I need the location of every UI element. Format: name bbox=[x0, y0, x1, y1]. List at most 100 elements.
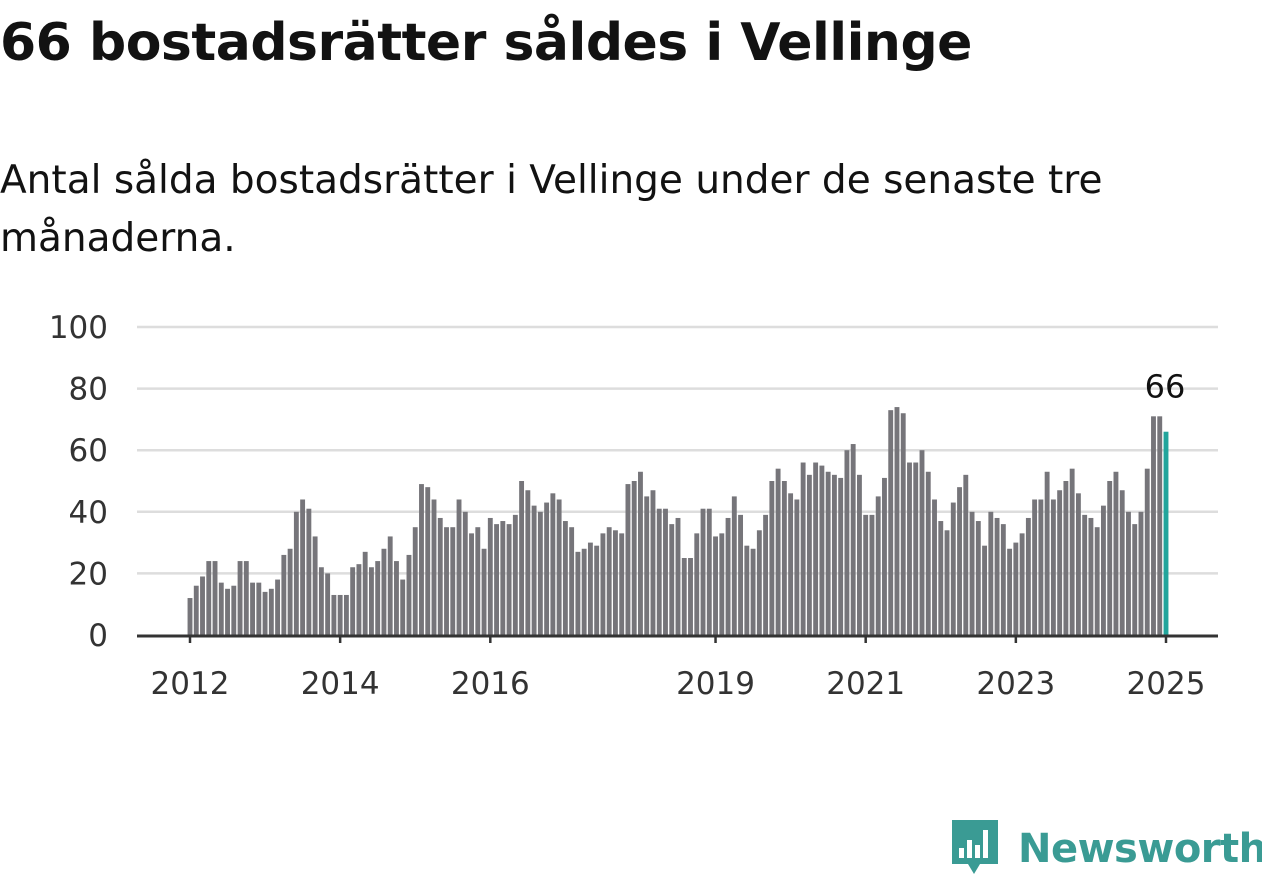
bar bbox=[800, 462, 806, 635]
bar bbox=[406, 554, 412, 635]
bar bbox=[719, 533, 725, 635]
bar bbox=[243, 561, 249, 635]
bar bbox=[462, 511, 468, 635]
bar bbox=[1082, 514, 1088, 635]
bar bbox=[287, 548, 293, 635]
bar bbox=[750, 548, 756, 635]
bar bbox=[325, 573, 331, 635]
bar bbox=[725, 517, 731, 635]
bar bbox=[469, 533, 474, 635]
bar bbox=[350, 567, 356, 635]
bar bbox=[381, 548, 387, 635]
bar bbox=[825, 471, 831, 635]
bar bbox=[1094, 527, 1100, 635]
bar bbox=[606, 527, 612, 635]
bar bbox=[550, 493, 556, 635]
bar bbox=[969, 511, 975, 635]
bar bbox=[1132, 524, 1138, 635]
bar bbox=[218, 582, 224, 635]
bar bbox=[994, 517, 1000, 635]
bar bbox=[1013, 542, 1019, 635]
bar bbox=[612, 530, 618, 635]
bar bbox=[581, 548, 587, 635]
bar bbox=[475, 527, 481, 635]
y-tick-label: 60 bbox=[69, 433, 108, 469]
bar bbox=[944, 530, 950, 635]
bar bbox=[431, 499, 437, 635]
x-tick-label: 2012 bbox=[151, 666, 230, 702]
bar bbox=[1075, 493, 1081, 635]
y-tick-label: 20 bbox=[69, 556, 108, 592]
bar bbox=[437, 517, 443, 635]
bar bbox=[738, 514, 744, 635]
bar bbox=[875, 496, 881, 635]
bar bbox=[387, 536, 393, 635]
bar bbox=[225, 588, 230, 635]
bar bbox=[907, 462, 912, 635]
bar bbox=[900, 413, 906, 635]
bar bbox=[444, 527, 449, 635]
bar bbox=[1107, 481, 1113, 635]
bar bbox=[819, 465, 825, 635]
bar bbox=[638, 471, 643, 635]
bar bbox=[644, 496, 650, 635]
bar bbox=[919, 450, 925, 635]
bar bbox=[744, 545, 750, 635]
bar bbox=[669, 524, 675, 635]
bar bbox=[268, 588, 274, 635]
y-axis-labels: 0 20 40 60 80 100 bbox=[49, 310, 108, 654]
bar bbox=[200, 576, 205, 635]
bar bbox=[688, 558, 693, 635]
bar bbox=[500, 521, 506, 635]
bar bbox=[656, 508, 662, 635]
bar bbox=[494, 524, 500, 635]
grid-lines bbox=[137, 325, 1218, 575]
x-tick-label: 2025 bbox=[1127, 666, 1206, 702]
bar bbox=[544, 502, 550, 635]
highlight-value-label: 66 bbox=[1145, 368, 1186, 406]
bar bbox=[1007, 548, 1013, 635]
bar bbox=[368, 567, 374, 635]
bar bbox=[412, 527, 418, 635]
bar bbox=[600, 533, 606, 635]
bar bbox=[318, 567, 324, 635]
bar bbox=[187, 598, 193, 635]
brand-name: Newsworthy bbox=[1018, 826, 1262, 872]
bar bbox=[763, 514, 769, 635]
bar bbox=[694, 533, 700, 635]
bar bbox=[625, 484, 631, 635]
bar bbox=[425, 487, 431, 635]
bar bbox=[894, 407, 900, 635]
bar bbox=[193, 585, 199, 635]
x-tick-label: 2016 bbox=[451, 666, 530, 702]
bar bbox=[1138, 511, 1144, 635]
bar bbox=[293, 511, 299, 635]
bar bbox=[331, 594, 337, 635]
bar bbox=[982, 545, 988, 635]
bar-chart: 0 20 40 60 80 100 2012 2014 2016 2019 2021 2023 202… bbox=[49, 310, 1218, 702]
bar bbox=[850, 444, 856, 635]
bar bbox=[275, 579, 281, 635]
x-tick-label: 2021 bbox=[826, 666, 905, 702]
bar bbox=[512, 514, 518, 635]
bar bbox=[231, 585, 237, 635]
x-axis bbox=[137, 634, 1218, 643]
bar bbox=[487, 517, 493, 635]
bar bbox=[706, 508, 712, 635]
bar bbox=[262, 591, 268, 635]
bar bbox=[806, 474, 812, 635]
bar bbox=[312, 536, 318, 635]
bar bbox=[556, 499, 562, 635]
bar bbox=[1144, 468, 1150, 635]
bar bbox=[781, 481, 787, 635]
bar bbox=[1025, 517, 1031, 635]
bar bbox=[650, 490, 656, 635]
bar bbox=[1157, 416, 1163, 635]
bar bbox=[731, 496, 737, 635]
bar bbox=[537, 511, 543, 635]
bar bbox=[1000, 524, 1006, 635]
bar bbox=[775, 468, 781, 635]
bar bbox=[375, 561, 381, 635]
x-tick-label: 2014 bbox=[301, 666, 380, 702]
bar bbox=[450, 527, 456, 635]
